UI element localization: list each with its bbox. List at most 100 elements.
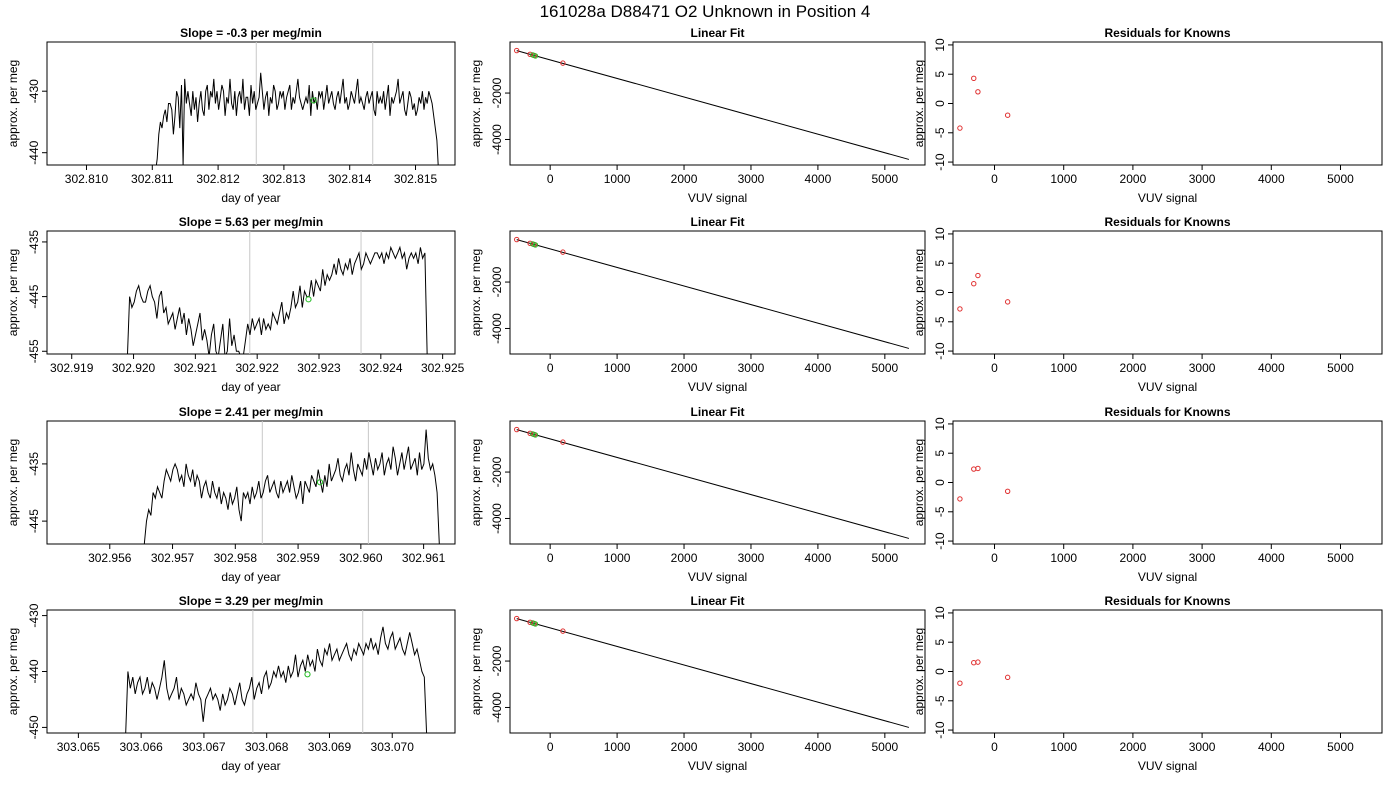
chart-11-ytick-label: -5 [933, 695, 947, 706]
chart-1-ytick-label: -4000 [490, 124, 504, 155]
chart-11-ytick-label: -10 [933, 721, 947, 739]
chart-8-xtick-label: 0 [991, 551, 998, 565]
chart-11-xtick-label: 4000 [1258, 740, 1285, 754]
chart-5-ytick-label: 0 [933, 289, 947, 296]
chart-8-ylabel: approx. per meg [912, 439, 926, 526]
chart-7-known-point [560, 439, 566, 445]
chart-2-ytick-label: 10 [933, 38, 947, 52]
chart-7-xtick-label: 3000 [738, 551, 765, 565]
chart-0-series-line [155, 72, 439, 165]
chart-0-xlabel: day of year [221, 191, 280, 205]
chart-10-xlabel: VUV signal [688, 759, 747, 773]
chart-9-xtick-label: 303.069 [308, 740, 352, 754]
chart-1-ylabel: approx. per meg [469, 60, 483, 147]
chart-9-plot-frame [46, 609, 456, 734]
chart-10-unknown-point [532, 621, 539, 627]
chart-5-residual-point [971, 281, 977, 287]
chart-9-title: Slope = 3.29 per meg/min [179, 594, 323, 608]
chart-7-unknown-point [530, 431, 536, 437]
chart-0-plot-frame [46, 41, 456, 166]
chart-4-xtick-label: 3000 [738, 361, 765, 375]
chart-1-plot-frame [509, 41, 926, 166]
chart-4-xtick-label: 0 [547, 361, 554, 375]
chart-1-known-point [513, 47, 520, 54]
chart-8-ytick-label: 0 [933, 479, 947, 486]
chart-5-residual-point [957, 306, 963, 312]
chart-10-unknown-point [530, 620, 536, 626]
chart-2-residual-point [957, 125, 963, 131]
chart-9-xlabel: day of year [221, 759, 280, 773]
chart-2-ytick-label: -10 [933, 153, 947, 171]
chart-9-ytick-label: -440 [27, 659, 41, 683]
chart-10-known-point [560, 628, 566, 634]
chart-11-residual-point [1004, 674, 1011, 681]
chart-0-xtick-label: 302.815 [394, 172, 438, 186]
chart-6-xlabel: day of year [221, 570, 280, 584]
chart-8-xtick-label: 2000 [1120, 551, 1147, 565]
chart-0-xtick-label: 302.813 [262, 172, 306, 186]
chart-3-xtick-label: 302.925 [421, 361, 465, 375]
chart-9-ytick-label: -450 [27, 715, 41, 739]
chart-6-ytick-label: -435 [27, 452, 41, 476]
chart-9-ylabel: approx. per meg [6, 628, 20, 715]
chart-8-ytick-label: -10 [933, 532, 947, 550]
chart-5-ytick-label: -10 [933, 342, 947, 360]
chart-1-xtick-label: 5000 [871, 172, 898, 186]
chart-7-fit-line [516, 429, 910, 539]
chart-11-xlabel: VUV signal [1138, 759, 1197, 773]
chart-11-xtick-label: 2000 [1120, 740, 1147, 754]
chart-10-xtick-label: 4000 [805, 740, 832, 754]
chart-1-xtick-label: 1000 [604, 172, 631, 186]
chart-9-unknown-marker [304, 671, 311, 678]
chart-3-ytick-label: -455 [27, 339, 41, 363]
chart-11-ytick-label: 0 [933, 668, 947, 675]
chart-8-xtick-label: 5000 [1327, 551, 1354, 565]
chart-0-ylabel: approx. per meg [6, 60, 20, 147]
chart-1-ytick-label: -2000 [490, 77, 504, 108]
chart-7-xtick-label: 5000 [871, 551, 898, 565]
chart-11-xtick-label: 3000 [1189, 740, 1216, 754]
chart-10-xtick-label: 2000 [671, 740, 698, 754]
chart-1-unknown-point [530, 52, 536, 58]
chart-10-fit-line [516, 618, 910, 728]
chart-2-residual-point [971, 75, 977, 82]
chart-2-residual-point [975, 89, 981, 95]
chart-1-title: Linear Fit [690, 26, 744, 40]
chart-10-xtick-label: 1000 [604, 740, 631, 754]
chart-4-xtick-label: 5000 [871, 361, 898, 375]
chart-10-title: Linear Fit [690, 594, 744, 608]
chart-2-ytick-label: 5 [933, 71, 947, 78]
chart-9-series-line [125, 626, 428, 733]
chart-10-plot-frame [509, 609, 926, 734]
chart-0-title: Slope = -0.3 per meg/min [180, 26, 322, 40]
chart-4-title: Linear Fit [690, 215, 744, 229]
chart-4-ytick-label: -4000 [490, 313, 504, 344]
chart-1-xtick-label: 2000 [671, 172, 698, 186]
chart-1-fit-line [516, 50, 910, 160]
chart-7-xtick-label: 1000 [604, 551, 631, 565]
chart-3-ylabel: approx. per meg [6, 249, 20, 336]
chart-6-xtick-label: 302.959 [276, 551, 320, 565]
chart-2-xtick-label: 2000 [1120, 172, 1147, 186]
chart-10-ytick-label: -2000 [490, 645, 504, 676]
chart-7-ytick-label: -4000 [490, 503, 504, 534]
chart-1-known-point [560, 60, 566, 66]
chart-1-xtick-label: 0 [547, 172, 554, 186]
chart-3-xtick-label: 302.924 [359, 361, 403, 375]
chart-4-unknown-point [532, 242, 539, 248]
chart-4-fit-line [516, 239, 910, 349]
chart-8-residual-point [957, 496, 963, 502]
chart-3-xtick-label: 302.923 [297, 361, 341, 375]
chart-6-series-line [143, 429, 440, 544]
chart-4-known-point [513, 236, 520, 243]
chart-6-xtick-label: 302.958 [214, 551, 258, 565]
page-title: 161028a D88471 O2 Unknown in Position 4 [540, 2, 871, 21]
chart-8-residual-point [975, 465, 981, 472]
chart-8-ytick-label: -5 [933, 506, 947, 517]
chart-7-xtick-label: 4000 [805, 551, 832, 565]
chart-10-xtick-label: 3000 [738, 740, 765, 754]
chart-2-xtick-label: 1000 [1050, 172, 1077, 186]
chart-8-xlabel: VUV signal [1138, 570, 1197, 584]
chart-3-xtick-label: 302.920 [112, 361, 156, 375]
